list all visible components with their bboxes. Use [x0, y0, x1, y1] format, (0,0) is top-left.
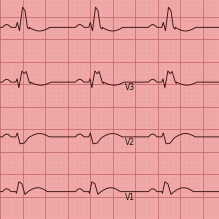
Text: V3: V3: [125, 83, 135, 92]
Text: V2: V2: [125, 138, 135, 147]
Text: V1: V1: [125, 193, 135, 202]
